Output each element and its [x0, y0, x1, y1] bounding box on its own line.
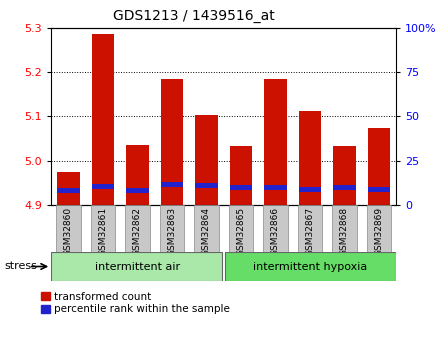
- Text: GSM32867: GSM32867: [305, 207, 314, 256]
- Bar: [299, 187, 321, 192]
- Bar: [91, 205, 115, 252]
- Text: GSM32869: GSM32869: [374, 207, 383, 256]
- Bar: [299, 111, 321, 205]
- Bar: [332, 205, 356, 252]
- Text: intermittent air: intermittent air: [95, 262, 180, 272]
- Text: GSM32865: GSM32865: [236, 207, 245, 256]
- Bar: [126, 188, 149, 193]
- Bar: [92, 34, 114, 205]
- Bar: [225, 252, 396, 281]
- Bar: [161, 182, 183, 187]
- Text: stress: stress: [4, 262, 37, 271]
- Bar: [126, 145, 149, 205]
- Legend: transformed count, percentile rank within the sample: transformed count, percentile rank withi…: [41, 292, 230, 314]
- Bar: [264, 185, 287, 190]
- Text: GDS1213 / 1439516_at: GDS1213 / 1439516_at: [113, 9, 275, 23]
- Bar: [57, 188, 80, 193]
- Text: GSM32866: GSM32866: [271, 207, 280, 256]
- Text: GSM32860: GSM32860: [64, 207, 73, 256]
- Bar: [229, 205, 253, 252]
- Bar: [368, 187, 390, 192]
- Bar: [195, 183, 218, 187]
- Text: GSM32868: GSM32868: [340, 207, 349, 256]
- Text: GSM32862: GSM32862: [133, 207, 142, 256]
- Bar: [56, 205, 81, 252]
- Bar: [264, 79, 287, 205]
- Text: GSM32864: GSM32864: [202, 207, 211, 256]
- Bar: [298, 205, 322, 252]
- Text: GSM32861: GSM32861: [98, 207, 107, 256]
- Text: intermittent hypoxia: intermittent hypoxia: [253, 262, 367, 272]
- Bar: [368, 128, 390, 205]
- Bar: [57, 172, 80, 205]
- Bar: [51, 252, 222, 281]
- Bar: [195, 115, 218, 205]
- Bar: [367, 205, 391, 252]
- Bar: [333, 185, 356, 190]
- Bar: [160, 205, 184, 252]
- Bar: [230, 185, 252, 190]
- Bar: [230, 146, 252, 205]
- Bar: [161, 79, 183, 205]
- Bar: [194, 205, 218, 252]
- Text: GSM32863: GSM32863: [167, 207, 176, 256]
- Bar: [333, 146, 356, 205]
- Bar: [92, 184, 114, 189]
- Bar: [263, 205, 287, 252]
- Bar: [125, 205, 150, 252]
